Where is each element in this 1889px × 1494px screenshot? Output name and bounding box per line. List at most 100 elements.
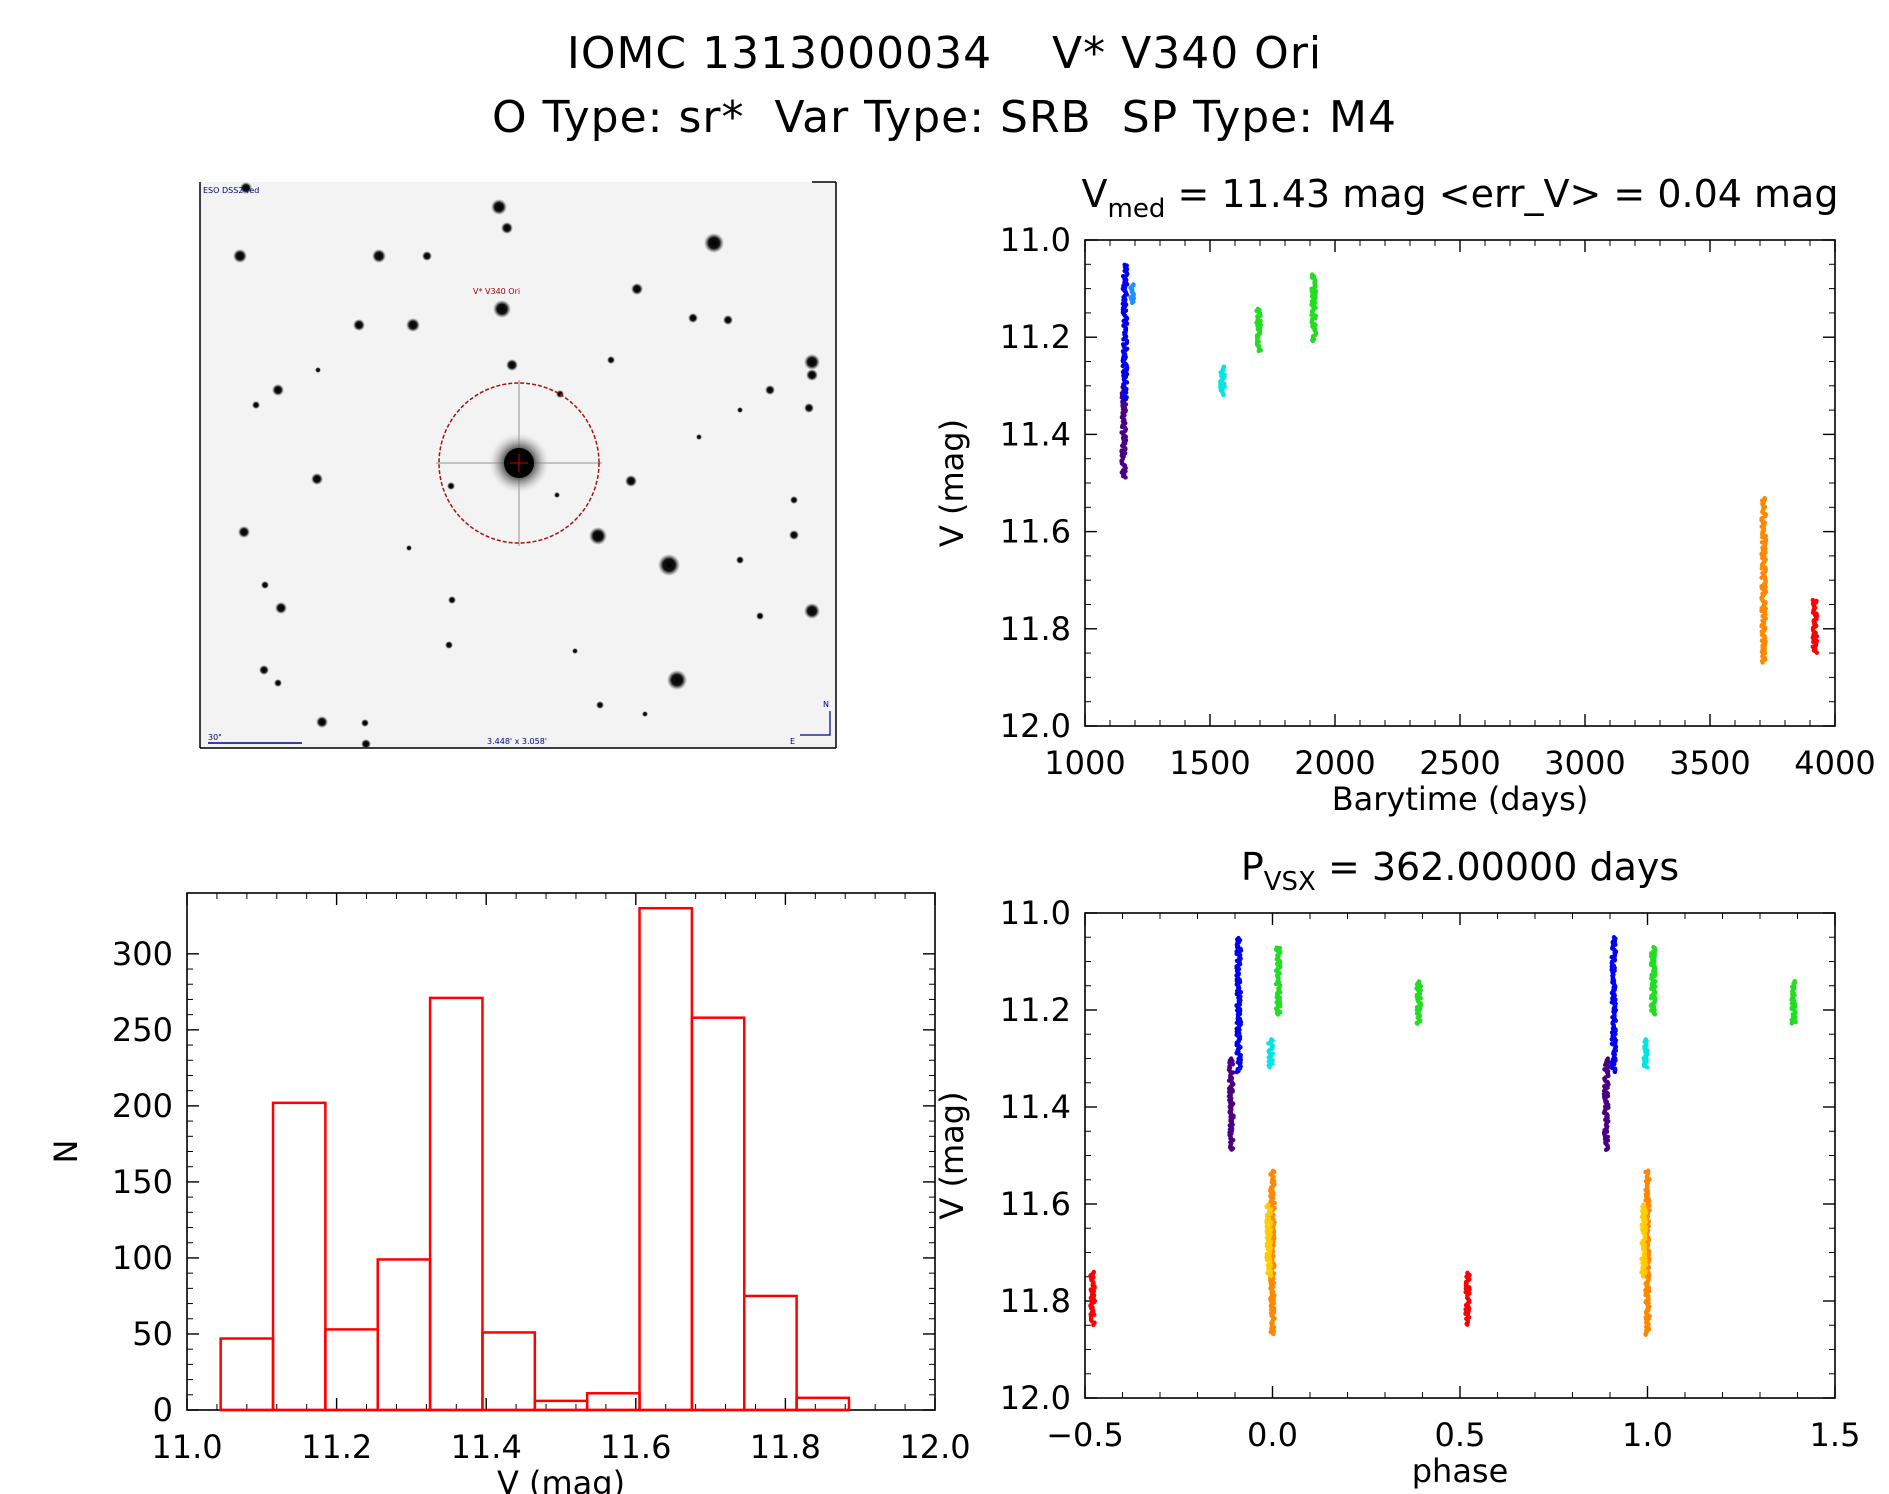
field-star bbox=[765, 385, 775, 395]
data-point bbox=[1256, 348, 1261, 354]
data-point bbox=[1238, 990, 1244, 995]
y-tick-label: 0 bbox=[153, 1391, 173, 1429]
field-star bbox=[233, 249, 247, 263]
y-tick-label: 150 bbox=[112, 1163, 173, 1201]
data-point bbox=[1234, 1069, 1240, 1075]
x-tick-label: −0.5 bbox=[1046, 1416, 1124, 1454]
x-axis-label: V (mag) bbox=[497, 1464, 625, 1494]
data-point bbox=[1270, 1061, 1275, 1066]
field-star bbox=[445, 641, 453, 649]
data-point bbox=[1121, 397, 1126, 402]
data-point bbox=[1221, 392, 1226, 398]
x-tick-label: 1.5 bbox=[1810, 1416, 1861, 1454]
x-tick-label: 1000 bbox=[1044, 744, 1125, 782]
y-axis-label: V (mag) bbox=[933, 419, 971, 547]
field-star bbox=[696, 434, 702, 440]
y-tick-label: 11.4 bbox=[1000, 415, 1071, 453]
field-star bbox=[804, 403, 814, 413]
data-point bbox=[1759, 566, 1765, 571]
field-star bbox=[240, 182, 252, 194]
field-star bbox=[491, 199, 507, 215]
y-tick-label: 100 bbox=[112, 1239, 173, 1277]
field-star bbox=[275, 602, 287, 614]
data-point bbox=[1273, 981, 1279, 987]
data-point bbox=[1639, 1256, 1644, 1262]
data-point bbox=[1129, 300, 1135, 306]
field-star bbox=[554, 492, 560, 498]
plot-title: PVSX = 362.00000 days bbox=[1241, 845, 1679, 897]
field-star bbox=[790, 496, 798, 504]
data-point bbox=[1647, 1177, 1652, 1182]
field-star bbox=[589, 527, 607, 545]
field-star bbox=[631, 283, 643, 295]
data-point bbox=[1268, 1227, 1274, 1233]
data-point bbox=[1789, 1021, 1794, 1026]
histogram-bar bbox=[638, 906, 694, 1412]
compass-icon bbox=[800, 711, 831, 736]
x-tick-label: 1500 bbox=[1169, 744, 1250, 782]
field-star bbox=[252, 401, 260, 409]
field-star bbox=[261, 581, 269, 589]
x-tick-label: 11.4 bbox=[451, 1428, 522, 1466]
x-tick-label: 1.0 bbox=[1622, 1416, 1673, 1454]
field-star bbox=[406, 545, 412, 551]
x-tick-label: 11.0 bbox=[151, 1428, 222, 1466]
star-label: V* V340 Ori bbox=[473, 287, 520, 296]
y-axis-label: V (mag) bbox=[933, 1091, 971, 1219]
compass-north-label: N bbox=[823, 700, 829, 709]
header-title: IOMC 1313000034 V* V340 Ori bbox=[566, 28, 1323, 79]
field-star bbox=[372, 249, 386, 263]
histogram-bar bbox=[690, 1016, 746, 1412]
data-point bbox=[1759, 624, 1764, 629]
field-star bbox=[704, 233, 724, 253]
x-tick-label: 2500 bbox=[1419, 744, 1500, 782]
field-star bbox=[596, 701, 604, 709]
light-curve-panel: 1000 1500 2000 2500 3000 3500 4000 11.0 11.2 11.4… bbox=[933, 172, 1876, 818]
y-tick-label: 11.4 bbox=[1000, 1088, 1071, 1126]
y-tick-label: 250 bbox=[112, 1011, 173, 1049]
data-point bbox=[1121, 337, 1126, 342]
plot-frame bbox=[1084, 239, 1836, 727]
field-star bbox=[353, 319, 365, 331]
histogram-bar bbox=[795, 1396, 851, 1412]
data-point bbox=[1275, 1012, 1281, 1017]
data-point bbox=[1267, 1064, 1272, 1070]
data-point bbox=[1123, 447, 1128, 452]
data-point bbox=[1759, 608, 1764, 614]
histogram-bar bbox=[219, 1337, 275, 1412]
phase-curve-panel: −0.5 0.0 0.5 1.0 1.5 11.0 11.2 11.4 11.6 11.8 12.0… bbox=[933, 845, 1860, 1490]
field-star bbox=[506, 359, 518, 371]
y-tick-label: 11.8 bbox=[1000, 610, 1071, 648]
field-star bbox=[259, 665, 269, 675]
data-point bbox=[1643, 1332, 1648, 1337]
y-tick-label: 11.8 bbox=[1000, 1282, 1071, 1320]
survey-label: ESO DSS2-red bbox=[203, 186, 259, 195]
data-point bbox=[1091, 1322, 1096, 1328]
data-point bbox=[1652, 1012, 1658, 1017]
data-point bbox=[1125, 282, 1130, 287]
field-star bbox=[642, 711, 648, 717]
field-star bbox=[688, 313, 698, 323]
field-star bbox=[316, 716, 328, 728]
field-star bbox=[361, 719, 369, 727]
field-star bbox=[607, 356, 615, 364]
y-tick-label: 12.0 bbox=[1000, 1379, 1071, 1417]
field-star bbox=[737, 407, 743, 413]
y-tick-label: 11.0 bbox=[1000, 894, 1071, 932]
data-point bbox=[1310, 338, 1316, 344]
x-tick-label: 11.2 bbox=[301, 1428, 372, 1466]
data-point bbox=[1644, 1065, 1650, 1070]
finder-image: ESO DSS2-red V* V340 Ori 30" 3.448' x 3.… bbox=[199, 181, 837, 749]
data-point bbox=[1268, 1273, 1274, 1278]
field-star bbox=[406, 318, 420, 332]
field-star bbox=[447, 482, 455, 490]
histogram-bar bbox=[324, 1328, 379, 1412]
field-star bbox=[361, 739, 371, 749]
y-tick-label: 11.2 bbox=[1000, 991, 1071, 1029]
field-star bbox=[448, 596, 456, 604]
field-star bbox=[272, 384, 284, 396]
plot-frame bbox=[1084, 912, 1836, 1399]
compass-east-label: E bbox=[790, 737, 795, 746]
field-star bbox=[804, 603, 820, 619]
